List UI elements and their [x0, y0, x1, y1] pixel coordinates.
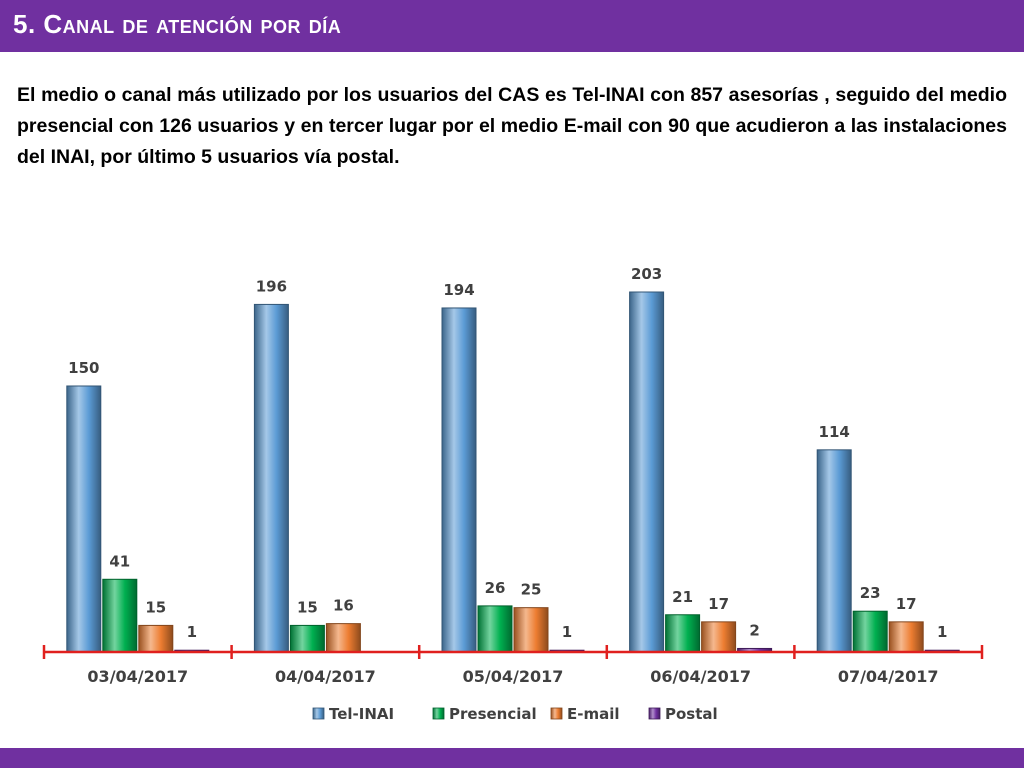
data-label: 114	[819, 423, 850, 441]
bar-tel-inai-0	[66, 385, 102, 653]
bar-tel-inai-3	[629, 291, 665, 653]
bar-presencial-2	[477, 605, 513, 653]
bar-presencial-3	[665, 614, 701, 653]
data-label: 23	[860, 584, 881, 602]
bar-presencial-0	[102, 578, 138, 653]
x-tick-label: 07/04/2017	[838, 667, 939, 686]
data-label: 25	[521, 581, 542, 599]
summary-text: El medio o canal más utilizado por los u…	[17, 84, 1007, 168]
data-label: 194	[443, 281, 474, 299]
data-label: 17	[896, 595, 917, 613]
bar-tel-inai-4	[816, 449, 852, 653]
legend-label: Postal	[665, 705, 718, 723]
bar-presencial-4	[852, 610, 888, 653]
data-label: 41	[109, 552, 130, 570]
bar-e-mail-1	[325, 623, 361, 653]
bar-tel-inai-2	[441, 307, 477, 653]
legend-label: E-mail	[567, 705, 620, 723]
data-label: 2	[749, 621, 759, 639]
data-label: 16	[333, 597, 354, 615]
bar-tel-inai-1	[253, 303, 289, 653]
legend: Tel-INAI Presencial E-mail Postal	[312, 705, 718, 723]
data-label: 1	[562, 623, 572, 641]
legend-label: Presencial	[449, 705, 537, 723]
bars-layer: 150 41 15 1 196 15 16 194 26 25 1 203 21 17 2 114 23 17 1	[66, 265, 960, 653]
data-label: 17	[708, 595, 729, 613]
data-label: 1	[937, 623, 947, 641]
x-tick-label: 03/04/2017	[87, 667, 188, 686]
slide-title: 5. Canal de atención por día	[13, 9, 342, 39]
data-label: 21	[672, 588, 693, 606]
bar-e-mail-0	[138, 624, 174, 653]
bar-presencial-1	[289, 624, 325, 653]
data-label: 15	[145, 598, 166, 616]
x-tick-label: 06/04/2017	[650, 667, 751, 686]
x-tick-label: 05/04/2017	[463, 667, 564, 686]
x-axis: 03/04/2017 04/04/2017 05/04/2017 06/04/2017…	[42, 645, 984, 686]
legend-swatch	[550, 707, 563, 720]
legend-swatch	[648, 707, 661, 720]
data-label: 1	[187, 623, 197, 641]
data-label: 26	[485, 579, 506, 597]
data-label: 196	[256, 277, 287, 295]
bar-e-mail-2	[513, 607, 549, 653]
bar-e-mail-4	[888, 621, 924, 653]
legend-label: Tel-INAI	[329, 705, 394, 723]
data-label: 15	[297, 598, 318, 616]
bar-e-mail-3	[701, 621, 737, 653]
data-label: 203	[631, 265, 662, 283]
x-tick-label: 04/04/2017	[275, 667, 376, 686]
legend-swatch	[432, 707, 445, 720]
title-bar: 5. Canal de atención por día	[0, 0, 1024, 52]
bottom-bar	[0, 748, 1024, 768]
data-label: 150	[68, 359, 99, 377]
legend-swatch	[312, 707, 325, 720]
